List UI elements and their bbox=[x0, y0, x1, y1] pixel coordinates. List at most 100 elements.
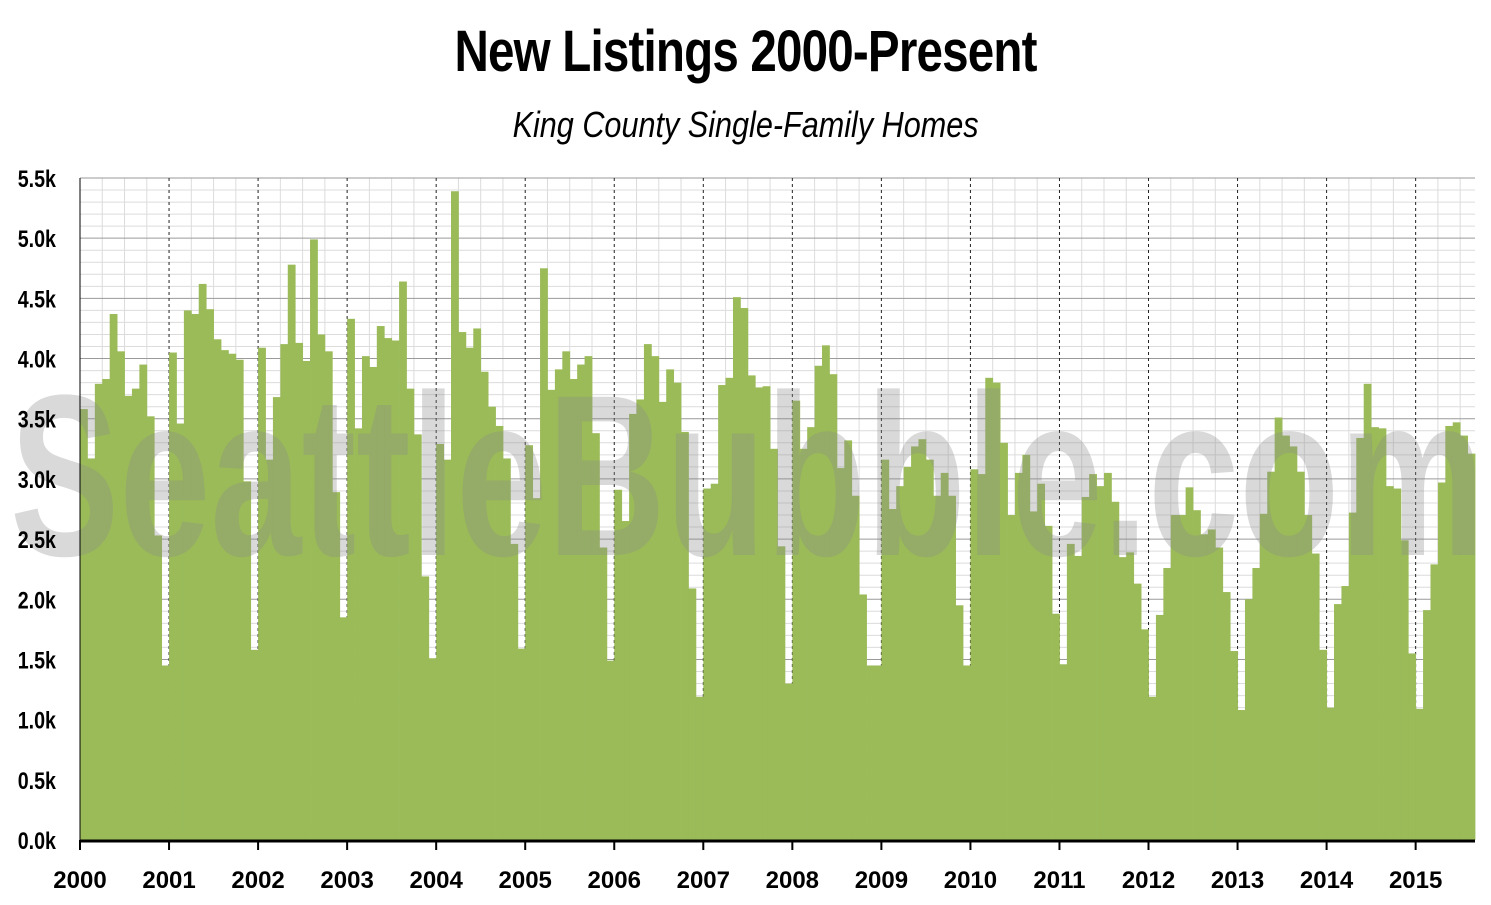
bar bbox=[347, 318, 355, 840]
bar bbox=[146, 416, 155, 840]
bar bbox=[473, 328, 482, 840]
bar bbox=[873, 665, 882, 840]
x-tick-label: 2008 bbox=[766, 867, 819, 894]
bar bbox=[963, 665, 971, 840]
bar bbox=[1215, 547, 1224, 840]
bar bbox=[488, 406, 496, 840]
bar bbox=[1237, 710, 1246, 840]
bar bbox=[391, 340, 400, 840]
bar bbox=[1185, 487, 1194, 840]
bar bbox=[235, 359, 244, 840]
bar bbox=[451, 191, 459, 841]
bar bbox=[547, 389, 556, 840]
bar bbox=[332, 492, 341, 840]
y-tick-label: 3.5k bbox=[18, 406, 57, 433]
bar bbox=[1348, 512, 1357, 840]
bar bbox=[1014, 472, 1023, 840]
bar bbox=[1430, 564, 1439, 840]
bar bbox=[569, 379, 578, 840]
bar bbox=[213, 339, 222, 840]
bar bbox=[1148, 696, 1157, 840]
bar bbox=[747, 375, 756, 840]
bar bbox=[621, 521, 630, 840]
x-tick-label: 2012 bbox=[1122, 867, 1175, 894]
bar bbox=[925, 459, 934, 840]
bar bbox=[361, 356, 370, 840]
bar bbox=[183, 310, 192, 840]
bar bbox=[1445, 425, 1454, 840]
x-tick-label: 2004 bbox=[409, 867, 463, 894]
x-tick-label: 2007 bbox=[677, 867, 730, 894]
bar bbox=[703, 488, 712, 840]
bar bbox=[1178, 515, 1187, 840]
bar bbox=[250, 649, 259, 840]
bar bbox=[258, 347, 266, 840]
x-tick-label: 2003 bbox=[320, 867, 373, 894]
bar bbox=[287, 264, 296, 840]
bar bbox=[1207, 529, 1216, 840]
bar bbox=[725, 377, 734, 840]
x-tick-label: 2005 bbox=[499, 867, 552, 894]
bar bbox=[807, 427, 816, 840]
bar bbox=[881, 459, 890, 840]
y-tick-label: 3.0k bbox=[18, 466, 57, 493]
bar bbox=[458, 332, 467, 840]
bar bbox=[1022, 454, 1031, 840]
bar bbox=[614, 489, 623, 840]
bar bbox=[1029, 511, 1038, 840]
x-tick-label: 2006 bbox=[588, 867, 641, 894]
bar bbox=[131, 388, 140, 840]
bar bbox=[888, 509, 897, 840]
bar bbox=[1222, 592, 1231, 840]
bar bbox=[384, 338, 393, 840]
bar bbox=[918, 439, 927, 840]
bar bbox=[822, 345, 830, 840]
bar bbox=[814, 365, 823, 840]
bar bbox=[732, 297, 741, 840]
bar bbox=[844, 440, 853, 840]
chart-subtitle: King County Single-Family Homes bbox=[512, 104, 979, 145]
bar bbox=[1081, 496, 1090, 840]
bar bbox=[198, 283, 207, 840]
bar bbox=[970, 469, 979, 840]
bar bbox=[896, 486, 905, 840]
bar bbox=[933, 495, 942, 840]
bar bbox=[406, 388, 415, 840]
bar bbox=[124, 395, 133, 840]
bar bbox=[1274, 417, 1283, 840]
bar bbox=[1193, 510, 1201, 840]
bar bbox=[1341, 586, 1350, 840]
bar bbox=[1423, 610, 1431, 840]
bar bbox=[1000, 442, 1008, 840]
bar bbox=[584, 356, 593, 840]
bar bbox=[977, 474, 986, 840]
bar bbox=[1437, 482, 1446, 840]
y-tick-label: 1.0k bbox=[18, 707, 57, 734]
bar bbox=[176, 423, 185, 840]
y-axis: 0.0k 0.5k 1.0k 1.5k 2.0k 2.5k 3.0k 3.5k 4.0k 4.5k… bbox=[18, 165, 81, 854]
y-tick-label: 5.0k bbox=[18, 225, 57, 252]
bar bbox=[1096, 486, 1105, 840]
bar bbox=[1059, 664, 1068, 840]
bar bbox=[1267, 471, 1276, 840]
x-tick-label: 2000 bbox=[53, 867, 106, 894]
bar bbox=[525, 445, 534, 840]
bar bbox=[139, 364, 148, 840]
y-tick-label: 2.0k bbox=[18, 586, 57, 613]
bar bbox=[1326, 707, 1335, 840]
bar bbox=[955, 605, 964, 840]
bar bbox=[606, 660, 615, 840]
bar bbox=[295, 342, 304, 840]
bar bbox=[87, 458, 96, 840]
bar bbox=[992, 382, 1001, 840]
bar bbox=[102, 379, 111, 840]
bar bbox=[310, 239, 318, 841]
bar bbox=[517, 648, 526, 840]
bars bbox=[80, 191, 1476, 841]
bar bbox=[117, 351, 125, 840]
bar bbox=[1200, 534, 1209, 840]
bar bbox=[1118, 557, 1127, 840]
bar bbox=[324, 351, 333, 840]
bar bbox=[1400, 540, 1409, 840]
bar bbox=[740, 307, 749, 840]
